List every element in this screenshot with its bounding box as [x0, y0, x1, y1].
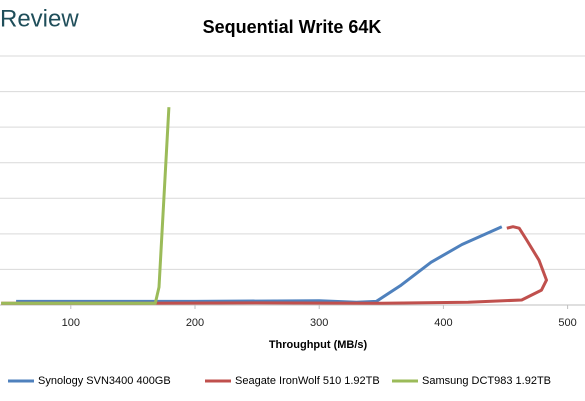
x-axis-label: Throughput (MB/s) — [269, 339, 368, 351]
x-tick-label: 200 — [186, 317, 204, 329]
series-line — [16, 225, 503, 304]
legend-label: Samsung DCT983 1.92TB — [422, 375, 551, 387]
chart-title: Sequential Write 64K — [203, 17, 382, 37]
series-line — [1, 225, 548, 305]
x-tick-label: 100 — [62, 317, 80, 329]
legend-label: Seagate IronWolf 510 1.92TB — [235, 375, 380, 387]
x-tick-label: 500 — [558, 317, 576, 329]
logo: Review — [0, 5, 79, 32]
x-tick-label: 300 — [310, 317, 328, 329]
series-line — [1, 107, 171, 305]
x-tick-label: 400 — [434, 317, 452, 329]
legend-label: Synology SVN3400 400GB — [38, 375, 171, 387]
